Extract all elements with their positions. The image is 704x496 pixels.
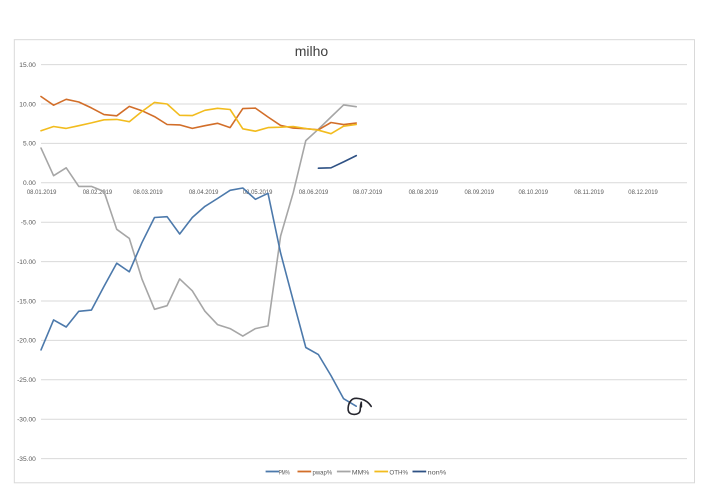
svg-text:08.08.2019: 08.08.2019 — [409, 189, 439, 196]
svg-text:-30.00: -30.00 — [17, 417, 36, 424]
svg-text:08.07.2019: 08.07.2019 — [353, 189, 383, 196]
svg-text:MM%: MM% — [352, 469, 370, 476]
svg-text:15.00: 15.00 — [19, 62, 36, 69]
svg-text:pwap%: pwap% — [313, 469, 333, 476]
svg-text:-35.00: -35.00 — [17, 456, 36, 463]
svg-text:08.09.2019: 08.09.2019 — [465, 189, 495, 196]
svg-text:08.10.2019: 08.10.2019 — [519, 189, 549, 196]
svg-text:-25.00: -25.00 — [17, 377, 36, 384]
svg-text:5.00: 5.00 — [23, 141, 36, 148]
svg-text:08.12.2019: 08.12.2019 — [628, 189, 658, 196]
svg-text:08.03.2019: 08.03.2019 — [133, 189, 163, 196]
svg-text:non%: non% — [428, 469, 447, 476]
svg-text:-15.00: -15.00 — [17, 298, 36, 305]
svg-text:08.06.2019: 08.06.2019 — [299, 189, 329, 196]
svg-text:10.00: 10.00 — [19, 101, 36, 108]
svg-text:08.05.2019: 08.05.2019 — [243, 189, 273, 196]
svg-text:-5.00: -5.00 — [21, 220, 36, 227]
svg-text:08.02.2019: 08.02.2019 — [83, 189, 113, 196]
svg-text:-10.00: -10.00 — [17, 259, 36, 266]
svg-text:0.00: 0.00 — [23, 180, 36, 187]
svg-text:08.01.2019: 08.01.2019 — [27, 189, 57, 196]
svg-text:08.04.2019: 08.04.2019 — [189, 189, 219, 196]
svg-text:milho: milho — [295, 43, 329, 59]
svg-text:-20.00: -20.00 — [17, 338, 36, 345]
svg-text:OTH%: OTH% — [389, 469, 408, 476]
svg-text:PM%: PM% — [279, 469, 290, 476]
svg-text:08.11.2019: 08.11.2019 — [574, 189, 604, 196]
